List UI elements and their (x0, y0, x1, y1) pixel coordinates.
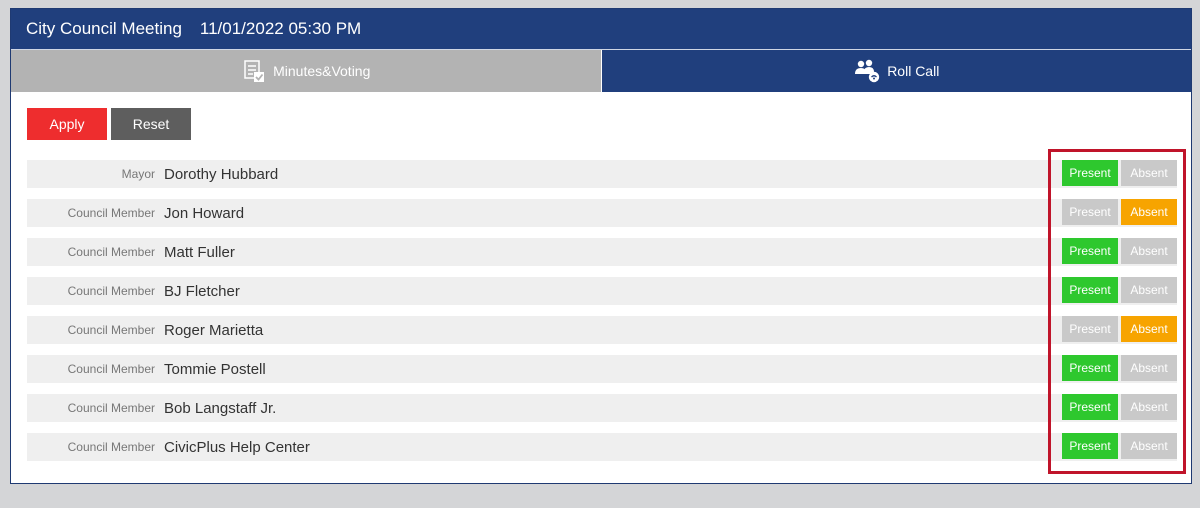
attendance-toggle: Present Absent (1062, 433, 1177, 459)
action-bar: Apply Reset (27, 108, 191, 140)
present-button[interactable]: Present (1062, 316, 1118, 342)
member-name: Jon Howard (164, 204, 245, 222)
member-list: Mayor Dorothy Hubbard Present Absent Council… (27, 160, 1177, 472)
absent-button[interactable]: Absent (1121, 394, 1177, 420)
member-row: Council Member Roger Marietta Present Absen… (27, 316, 1177, 344)
attendance-toggle: Present Absent (1062, 238, 1177, 264)
meeting-datetime: 11/01/2022 05:30 PM (199, 19, 362, 38)
present-button[interactable]: Present (1062, 355, 1118, 381)
member-role: Council Member (67, 245, 155, 259)
tab-bar: Minutes&Voting Roll Call (11, 49, 1191, 92)
meeting-title: City Council Meeting (26, 19, 182, 38)
attendance-toggle: Present Absent (1062, 277, 1177, 303)
people-icon (853, 59, 881, 83)
member-role: Mayor (121, 167, 155, 181)
absent-button[interactable]: Absent (1121, 316, 1177, 342)
member-row: Council Member Tommie Postell Present Absen… (27, 355, 1177, 383)
absent-button[interactable]: Absent (1121, 160, 1177, 186)
present-button[interactable]: Present (1062, 277, 1118, 303)
tab-roll-call[interactable]: Roll Call (601, 50, 1191, 92)
tab-roll-call-label: Roll Call (887, 63, 940, 79)
reset-button[interactable]: Reset (111, 108, 191, 140)
attendance-toggle: Present Absent (1062, 160, 1177, 186)
member-name: Matt Fuller (164, 243, 235, 261)
present-button[interactable]: Present (1062, 160, 1118, 186)
member-role: Council Member (67, 440, 155, 454)
member-row: Council Member BJ Fletcher Present Absent (27, 277, 1177, 305)
attendance-toggle: Present Absent (1062, 394, 1177, 420)
member-role: Council Member (67, 284, 155, 298)
member-row: Council Member CivicPlus Help Center Prese… (27, 433, 1177, 461)
checklist-icon (241, 59, 267, 83)
member-name: Bob Langstaff Jr. (164, 399, 277, 417)
absent-button[interactable]: Absent (1121, 238, 1177, 264)
attendance-toggle: Present Absent (1062, 316, 1177, 342)
attendance-toggle: Present Absent (1062, 199, 1177, 225)
member-row: Council Member Bob Langstaff Jr. Present Ab… (27, 394, 1177, 422)
member-name: Tommie Postell (164, 360, 266, 378)
member-row: Mayor Dorothy Hubbard Present Absent (27, 160, 1177, 188)
roll-call-panel: City Council Meeting 11/01/2022 05:30 PM… (10, 8, 1192, 484)
present-button[interactable]: Present (1062, 238, 1118, 264)
member-name: Roger Marietta (164, 321, 264, 339)
member-role: Council Member (67, 323, 155, 337)
member-name: BJ Fletcher (164, 282, 240, 300)
member-name: Dorothy Hubbard (164, 165, 279, 183)
absent-button[interactable]: Absent (1121, 355, 1177, 381)
tab-minutes-voting-label: Minutes&Voting (273, 63, 371, 79)
apply-button[interactable]: Apply (27, 108, 107, 140)
meeting-header: City Council Meeting 11/01/2022 05:30 PM (11, 9, 1191, 49)
tab-minutes-voting[interactable]: Minutes&Voting (11, 50, 602, 92)
member-name: CivicPlus Help Center (164, 438, 310, 456)
member-row: Council Member Jon Howard Present Absent (27, 199, 1177, 227)
absent-button[interactable]: Absent (1121, 277, 1177, 303)
member-role: Council Member (67, 362, 155, 376)
present-button[interactable]: Present (1062, 394, 1118, 420)
attendance-toggle: Present Absent (1062, 355, 1177, 381)
member-role: Council Member (67, 401, 155, 415)
member-role: Council Member (67, 206, 155, 220)
absent-button[interactable]: Absent (1121, 199, 1177, 225)
member-row: Council Member Matt Fuller Present Absent (27, 238, 1177, 266)
present-button[interactable]: Present (1062, 199, 1118, 225)
absent-button[interactable]: Absent (1121, 433, 1177, 459)
present-button[interactable]: Present (1062, 433, 1118, 459)
